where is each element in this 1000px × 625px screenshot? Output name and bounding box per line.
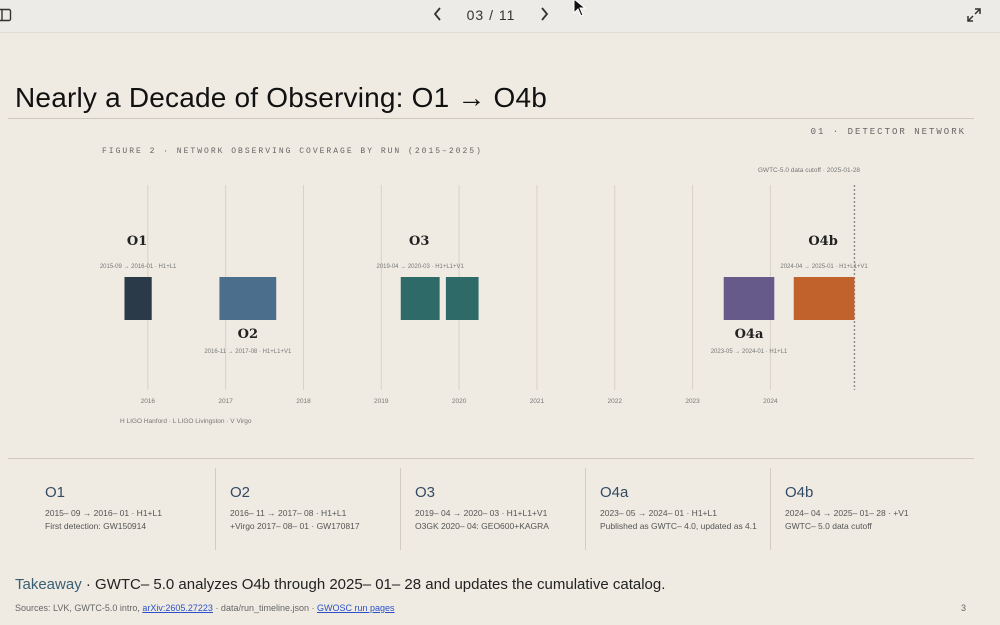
card-dates: 2015– 09 → 2016– 01 · H1+L1 xyxy=(45,508,162,518)
x-tick-label: 2024 xyxy=(763,398,778,405)
card-divider xyxy=(215,468,216,550)
prev-page-button[interactable] xyxy=(432,6,444,25)
run-card-o2: O2 2016– 11 → 2017– 08 · H1+L1 +Virgo 2017… xyxy=(230,468,395,550)
card-note: Published as GWTC– 4.0, updated as 4.1 xyxy=(600,521,757,531)
expand-icon[interactable] xyxy=(966,7,982,23)
run-annotation-O2: 2016-11 → 2017-08 · H1+L1+V1 xyxy=(204,349,292,355)
card-title: O2 xyxy=(230,484,251,501)
viewer-toolbar: 03 / 11 xyxy=(0,0,1000,33)
gwosc-link[interactable]: GWOSC run pages xyxy=(317,603,395,613)
run-label-O1: O1 xyxy=(127,234,147,249)
chevron-left-icon xyxy=(433,6,441,21)
run-annotation-O4b: 2024-04 → 2025-01 · H1+L1+V1 xyxy=(780,264,868,270)
x-tick-label: 2022 xyxy=(608,398,623,405)
sources-line: Sources: LVK, GWTC-5.0 intro, arXiv:2605… xyxy=(15,603,395,613)
card-note: First detection: GW150914 xyxy=(45,521,147,531)
run-card-o1: O1 2015– 09 → 2016– 01 · H1+L1 First detec… xyxy=(45,468,210,550)
card-divider xyxy=(585,468,586,550)
card-title: O4a xyxy=(600,484,629,501)
run-card-o4a: O4a 2023– 05 → 2024– 01 · H1+L1 Published … xyxy=(600,468,765,550)
x-tick-label: 2023 xyxy=(685,398,700,405)
card-note: +Virgo 2017– 08– 01 · GW170817 xyxy=(230,521,360,531)
card-title: O3 xyxy=(415,484,436,501)
run-bar-O4a xyxy=(723,277,775,320)
run-bar-O1 xyxy=(124,277,152,320)
card-note: O3GK 2020– 04: GEO600+KAGRA xyxy=(415,521,549,531)
page-indicator: 03 / 11 xyxy=(466,7,516,23)
card-note: GWTC– 5.0 data cutoff xyxy=(785,521,872,531)
card-title: O4b xyxy=(785,484,814,501)
x-tick-label: 2017 xyxy=(218,398,233,405)
x-tick-label: 2018 xyxy=(296,398,311,405)
card-dates: 2016– 11 → 2017– 08 · H1+L1 xyxy=(230,508,347,518)
run-bar-segment xyxy=(445,277,479,320)
section-label: 01 · DETECTOR NETWORK xyxy=(810,127,966,137)
run-label-O4b: O4b xyxy=(808,234,837,249)
run-annotation-O3: 2019-04 → 2020-03 · H1+L1+V1 xyxy=(376,264,464,270)
x-tick-label: 2019 xyxy=(374,398,389,405)
card-title: O1 xyxy=(45,484,66,501)
chart-legend: H LIGO Hanford · L LIGO Livingston · V V… xyxy=(120,418,252,425)
chart-labels: 2016 2017 2018 2019 2020 2021 2022 2023 2024 O1 20… xyxy=(100,234,869,405)
sources-middle: · data/run_timeline.json · xyxy=(212,603,317,613)
run-bar-O2 xyxy=(219,277,277,320)
arxiv-link[interactable]: arXiv:2605.27223 xyxy=(142,603,213,613)
run-card-o4b: O4b 2024– 04 → 2025– 01– 28 · +V1 GWTC– 5.… xyxy=(785,468,950,550)
takeaway-label: Takeaway xyxy=(15,576,82,593)
title-divider xyxy=(8,118,974,119)
takeaway: Takeaway · GWTC– 5.0 analyzes O4b throug… xyxy=(15,576,665,593)
chevron-right-icon xyxy=(541,6,549,21)
x-tick-label: 2021 xyxy=(530,398,545,405)
run-annotation-O4a: 2023-05 → 2024-01 · H1+L1 xyxy=(711,349,788,355)
cutoff-note: GWTC-5.0 data cutoff · 2025-01-28 xyxy=(758,167,861,174)
card-divider xyxy=(770,468,771,550)
run-label-O4a: O4a xyxy=(735,327,764,342)
sources-prefix: Sources: LVK, GWTC-5.0 intro, xyxy=(15,603,143,613)
card-divider xyxy=(400,468,401,550)
sidebar-toggle-icon[interactable] xyxy=(0,7,12,23)
chart-bars xyxy=(124,277,855,320)
x-tick-label: 2016 xyxy=(141,398,156,405)
page-navigator: 03 / 11 xyxy=(432,5,550,25)
mouse-cursor-icon xyxy=(573,0,587,17)
x-tick-label: 2020 xyxy=(452,398,467,405)
card-dates: 2024– 04 → 2025– 01– 28 · +V1 xyxy=(785,508,909,518)
figure-caption: FIGURE 2 · NETWORK OBSERVING COVERAGE BY… xyxy=(102,147,483,156)
page-number: 3 xyxy=(960,603,966,613)
run-card-o3: O3 2019– 04 → 2020– 03 · H1+L1+V1 O3GK 202… xyxy=(415,468,580,550)
takeaway-text: GWTC– 5.0 analyzes O4b through 2025– 01–… xyxy=(95,576,666,593)
run-label-O2: O2 xyxy=(238,327,258,342)
next-page-button[interactable] xyxy=(538,6,550,25)
slide-title: Nearly a Decade of Observing: O1 → O4b xyxy=(15,82,548,113)
run-annotation-O1: 2015-09 → 2016-01 · H1+L1 xyxy=(100,264,177,270)
card-dates: 2019– 04 → 2020– 03 · H1+L1+V1 xyxy=(415,508,548,518)
run-bar-O3 xyxy=(400,277,440,320)
cards-divider xyxy=(8,458,974,459)
card-dates: 2023– 05 → 2024– 01 · H1+L1 xyxy=(600,508,717,518)
run-label-O3: O3 xyxy=(409,234,429,249)
takeaway-separator: · xyxy=(81,576,96,593)
run-bar-O4b xyxy=(793,277,855,320)
